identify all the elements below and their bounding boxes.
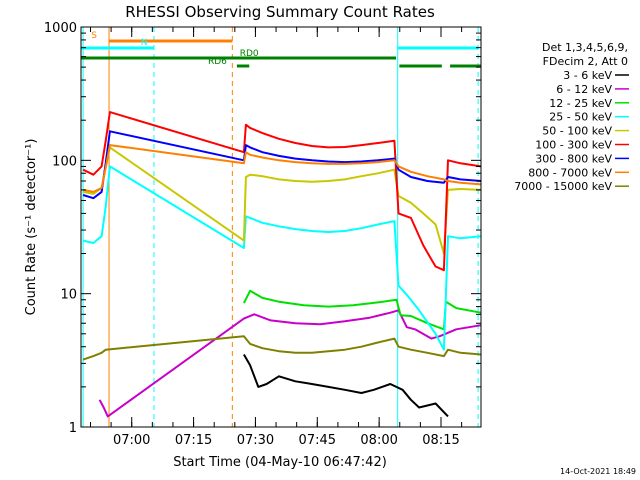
- legend-label-300-800-kev: 300 - 800 keV: [535, 152, 612, 165]
- x-axis-title: Start Time (04-May-10 06:47:42): [173, 455, 387, 470]
- x-axis-ticks: 07:00 07:15 07:30 07:45 08:00 08:15: [89, 27, 463, 448]
- legend-header-decimation: FDecim 2, Att 0: [543, 55, 628, 68]
- x-tick-label: 08:00: [360, 433, 397, 448]
- state-bar-label-n: N: [141, 38, 148, 48]
- plot-frame: [80, 26, 482, 428]
- x-tick-label: 08:15: [422, 433, 459, 448]
- legend-label-3-6-kev: 3 - 6 keV: [563, 69, 612, 82]
- x-tick-label: 07:30: [237, 433, 274, 448]
- series-line-3-6-kev: [243, 354, 449, 418]
- y-tick-label: 1000: [44, 21, 77, 36]
- series-line-6-12-kev: [98, 309, 482, 418]
- legend-label-25-50-kev: 25 - 50 keV: [549, 111, 612, 124]
- legend-label-7000-15000-kev: 7000 - 15000 keV: [514, 180, 612, 193]
- x-tick-label: 07:45: [299, 433, 336, 448]
- legend-header-detectors: Det 1,3,4,5,6,9,: [542, 41, 628, 54]
- x-tick-label: 07:00: [113, 433, 150, 448]
- series-line-100-300-kev: [82, 111, 482, 272]
- y-tick-label: 100: [52, 154, 77, 169]
- legend-label-6-12-kev: 6 - 12 keV: [556, 83, 612, 96]
- state-bar-label-s: S: [91, 31, 97, 41]
- series-line-25-50-kev: [82, 165, 482, 351]
- chart-title: RHESSI Observing Summary Count Rates: [125, 3, 435, 21]
- legend: Det 1,3,4,5,6,9, FDecim 2, Att 0 3 - 6 k…: [514, 41, 629, 193]
- plot-area: S N RD0 RD6: [81, 27, 482, 427]
- timestamp: 14-Oct-2021 18:49: [560, 467, 636, 476]
- series-line-7000-15000-kev: [82, 335, 482, 361]
- y-tick-label: 10: [60, 288, 77, 303]
- state-bar-label-rd6: RD6: [208, 57, 227, 67]
- y-axis-ticks: 1 10 100 1000: [44, 21, 481, 436]
- legend-label-800-7000-kev: 800 - 7000 keV: [528, 166, 612, 179]
- y-tick-label: 1: [69, 421, 77, 436]
- legend-label-100-300-kev: 100 - 300 keV: [535, 139, 612, 152]
- series-line-800-7000-kev: [82, 144, 482, 193]
- x-tick-label: 07:15: [175, 433, 212, 448]
- legend-label-12-25-kev: 12 - 25 keV: [549, 97, 612, 110]
- state-bar-label-rd0: RD0: [240, 49, 259, 59]
- series-line-300-800-kev: [82, 130, 482, 200]
- y-axis-title: Count Rate (s⁻¹ detector⁻¹): [24, 139, 39, 316]
- legend-label-50-100-kev: 50 - 100 keV: [542, 125, 612, 138]
